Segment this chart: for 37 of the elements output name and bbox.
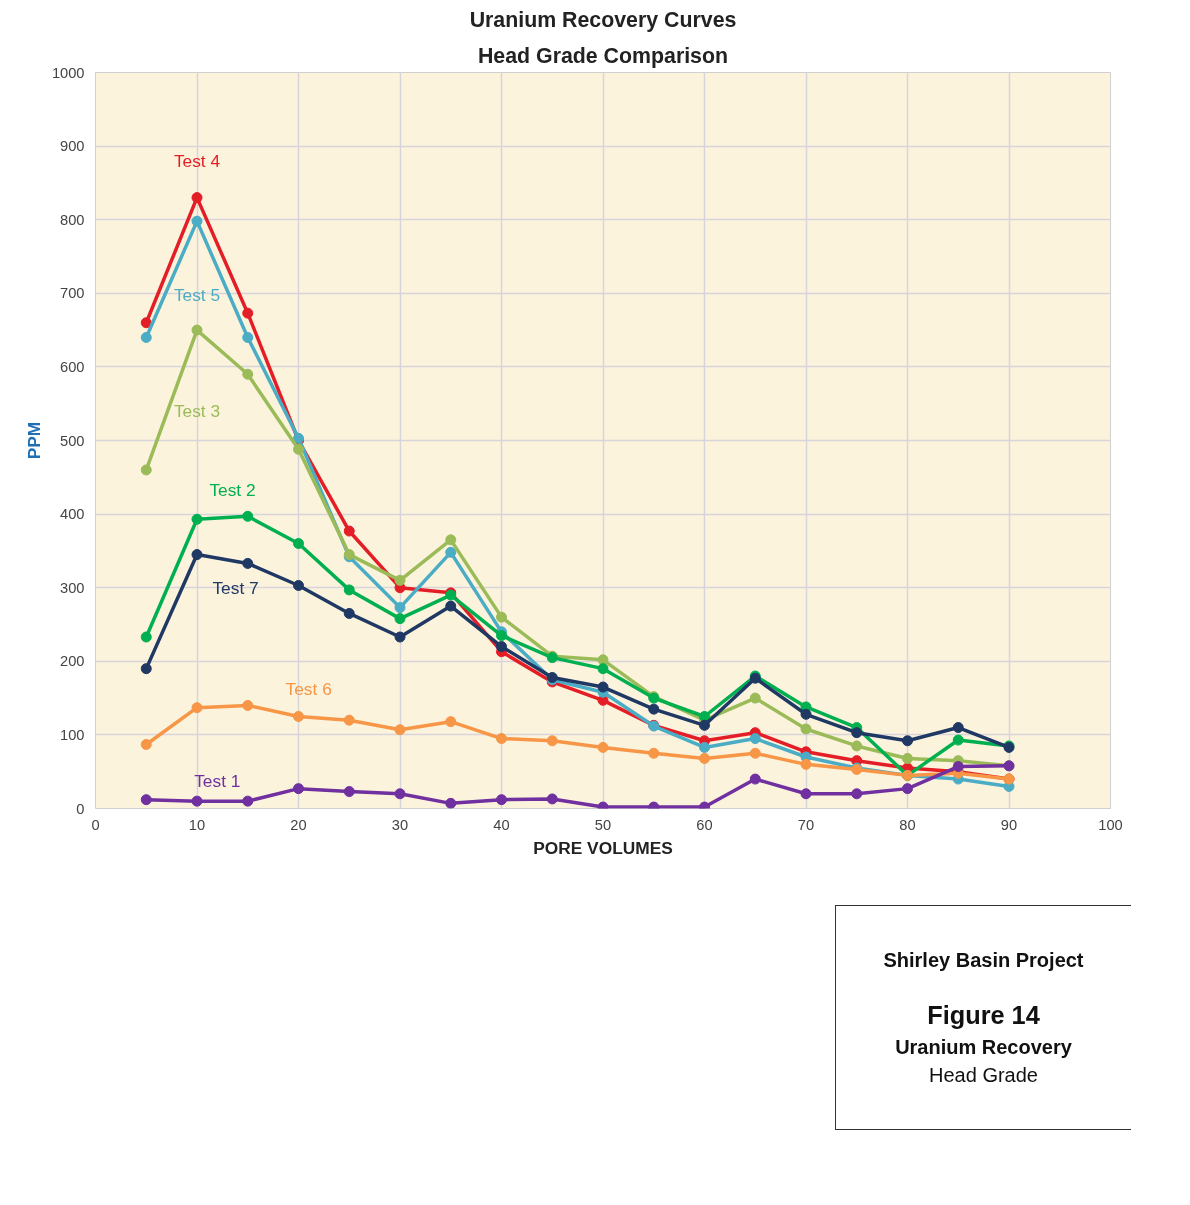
x-tick-label: 0 [91,816,100,833]
y-tick-label: 100 [60,726,85,743]
text: Uranium Recovery [894,1034,1073,1060]
chart-subtitle: Head Grade Comparison [477,43,729,68]
series-label: Test 7 [212,577,259,598]
y-tick-label: 700 [60,285,85,302]
x-tick-label: 40 [493,816,510,833]
series-label: Test 3 [173,401,221,422]
y-tick-label: 0 [76,800,85,817]
series-label: Test 2 [209,479,256,500]
y-tick-label: 400 [60,506,85,523]
y-tick-label: 900 [60,138,85,155]
y-tick-label: 600 [60,358,85,375]
y-tick-label: 500 [60,432,85,449]
y-axis-title: PPM [23,421,44,460]
caption: Figure 14 [926,999,1041,1031]
x-tick-label: 50 [594,816,612,833]
text: Shirley Basin Project [882,948,1085,973]
chart-title: Uranium Recovery Curves [469,7,737,32]
series-label: Test 4 [173,150,221,171]
series-label: Test 6 [285,679,332,700]
y-tick-label: 800 [60,211,85,228]
x-axis-title: PORE VOLUMES [533,837,673,858]
y-tick-label: 300 [60,579,85,596]
x-tick-label: 90 [1000,816,1018,833]
x-tick-label: 60 [696,816,713,833]
x-tick-label: 20 [290,816,307,833]
text: Head Grade [928,1063,1039,1089]
x-tick-label: 30 [391,816,409,833]
series-label: Test 5 [173,284,221,305]
series-label: Test 1 [194,770,241,791]
x-tick-label: 70 [797,816,815,833]
y-tick-label: 1000 [51,64,85,81]
y-tick-label: 200 [60,653,85,670]
x-tick-label: 100 [1098,816,1123,833]
x-tick-label: 10 [188,816,206,833]
x-tick-label: 80 [899,816,916,833]
